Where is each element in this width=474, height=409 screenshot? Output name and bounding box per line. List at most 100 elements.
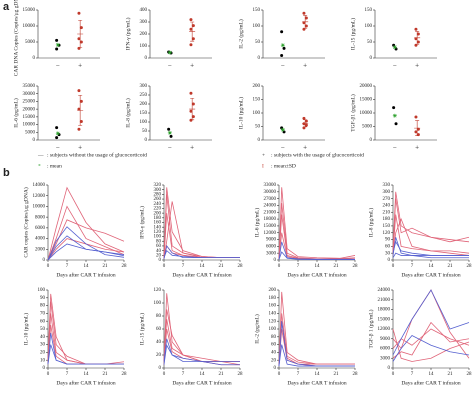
y-axis-label: IL-10 (pg/mL) <box>22 313 29 345</box>
y-tick-label: 12000 <box>378 327 391 332</box>
series-line <box>163 328 240 366</box>
series-line <box>278 344 355 367</box>
y-axis-label: IL-8 (pg/mL) <box>367 208 374 238</box>
y-tick-label: 8000 <box>35 215 46 220</box>
legend-symbol: * <box>38 163 41 169</box>
y-tick-label: 10000 <box>23 24 36 29</box>
series-line <box>47 313 125 365</box>
data-point <box>189 118 193 122</box>
data-point <box>302 11 306 15</box>
mean-marker <box>280 43 285 48</box>
series-line <box>163 245 240 259</box>
category-label: + <box>303 144 307 152</box>
y-tick-label: 90 <box>40 296 46 301</box>
x-tick-label: 7 <box>297 372 300 377</box>
series-line <box>47 205 125 261</box>
y-tick-label: 150 <box>253 8 261 13</box>
x-axis-label: Days after CAR T infusion <box>56 271 116 278</box>
series-line <box>47 219 125 261</box>
x-tick-label: 28 <box>122 264 128 269</box>
series-line <box>47 226 125 261</box>
category-label: − <box>393 62 397 70</box>
y-tick-label: 140 <box>269 312 277 317</box>
y-tick-label: 200 <box>253 84 261 89</box>
x-tick-label: 14 <box>84 372 90 377</box>
y-tick-label: 50 <box>142 129 148 134</box>
data-point <box>280 126 284 130</box>
series-line <box>47 344 124 365</box>
category-label: − <box>56 144 60 152</box>
y-tick-label: 20 <box>40 351 46 356</box>
y-axis-label: IL-2 (pg/mL) <box>237 19 244 49</box>
y-tick-label: 12000 <box>33 194 46 199</box>
data-point <box>416 127 420 131</box>
category-label: − <box>281 144 285 152</box>
data-point <box>282 130 286 134</box>
y-axis-label: CAR copies (Copies/μg gDNA) <box>22 187 29 257</box>
sd-bar <box>302 15 309 29</box>
data-point <box>191 24 195 28</box>
y-tick-label: 220 <box>154 207 162 212</box>
y-axis-label: IL-6 (pg/mL) <box>253 208 260 238</box>
y-tick-label: 0 <box>43 366 46 371</box>
data-point <box>394 47 398 51</box>
mean-marker <box>392 45 397 50</box>
legend-symbol: + <box>262 152 265 158</box>
x-tick-label: 21 <box>334 372 340 377</box>
data-point <box>304 16 308 20</box>
series-line <box>47 293 124 365</box>
series-line <box>47 186 125 261</box>
data-point <box>55 38 59 42</box>
data-point <box>191 115 195 119</box>
y-tick-label: 0 <box>370 138 373 143</box>
data-point <box>302 116 306 120</box>
y-tick-label: 0 <box>33 138 36 143</box>
data-point <box>79 99 83 103</box>
data-point <box>392 106 396 110</box>
category-label: + <box>190 62 194 70</box>
series-line <box>392 334 470 362</box>
legend-symbol: I <box>262 163 264 169</box>
data-point <box>77 89 81 93</box>
data-point <box>189 27 193 31</box>
y-tick-label: 33000 <box>264 183 277 188</box>
data-point <box>169 134 173 138</box>
y-tick-label: 60 <box>271 343 277 348</box>
series-line <box>163 201 240 259</box>
series-line <box>392 328 470 362</box>
y-axis-label: IFN-γ (pg/mL) <box>138 206 145 239</box>
y-axis-label: TGF-β 1 (pg/mL) <box>367 309 374 348</box>
data-point <box>191 102 195 106</box>
y-tick-label: 18000 <box>378 308 391 313</box>
y-tick-label: 14000 <box>33 183 46 188</box>
y-tick-label: 0 <box>370 56 373 61</box>
x-tick-label: 21 <box>103 264 109 269</box>
series-line <box>47 235 125 261</box>
y-tick-label: 100 <box>253 111 261 116</box>
data-point <box>55 136 59 140</box>
legend-text: : mean±SD <box>271 163 296 169</box>
x-tick-label: 28 <box>467 264 473 269</box>
y-tick-label: 30 <box>40 343 46 348</box>
series-line <box>163 213 240 259</box>
y-tick-label: 4000 <box>35 237 46 242</box>
y-tick-label: 0 <box>388 258 391 263</box>
x-tick-label: 14 <box>429 264 435 269</box>
data-point <box>77 127 81 131</box>
y-tick-label: 0 <box>258 56 261 61</box>
y-tick-label: 30000 <box>23 92 36 97</box>
sd-bar <box>77 19 84 49</box>
data-point <box>191 37 195 41</box>
data-point <box>416 32 420 36</box>
data-point <box>77 37 81 41</box>
y-tick-label: 20 <box>156 353 162 358</box>
sd-bar <box>302 119 309 128</box>
x-tick-label: 28 <box>467 372 473 377</box>
y-tick-label: 80 <box>271 335 277 340</box>
y-tick-label: 150 <box>253 98 261 103</box>
y-tick-label: 100 <box>154 235 162 240</box>
series-line <box>278 203 356 260</box>
y-tick-label: 200 <box>140 32 148 37</box>
y-tick-label: 60 <box>40 319 46 324</box>
